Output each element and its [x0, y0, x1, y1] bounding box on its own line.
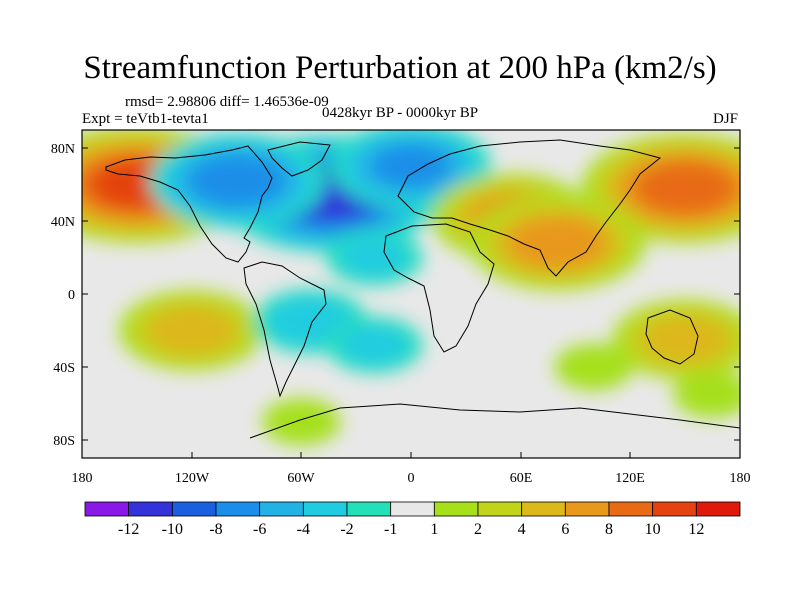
colorbar-swatch-9 — [478, 502, 522, 516]
colorbar-swatch-0 — [85, 502, 129, 516]
colorbar-label-2: -8 — [209, 521, 222, 538]
colorbar-swatch-5 — [303, 502, 347, 516]
anomaly-contour-11-1 — [339, 237, 410, 278]
lat-tick-80n: 80N — [51, 142, 75, 157]
anomaly-contour-1-4 — [634, 161, 735, 215]
colorbar-label-3: -6 — [253, 521, 266, 538]
anomaly-contour-4-3 — [372, 145, 450, 187]
anomaly-contour-10-1 — [339, 325, 410, 366]
colorbar-label-6: -1 — [384, 521, 397, 538]
colorbar-label-0: -12 — [118, 521, 139, 538]
colorbar-label-9: 4 — [518, 521, 526, 538]
lon-tick-120e: 120E — [615, 471, 645, 486]
anomaly-contour-6-3 — [509, 217, 605, 269]
lon-tick-120w: 120W — [175, 471, 210, 486]
lon-tick-180w: 180 — [72, 471, 93, 486]
colorbar-label-5: -2 — [340, 521, 353, 538]
colorbar — [85, 502, 740, 516]
colorbar-label-8: 2 — [474, 521, 482, 538]
colorbar-swatch-7 — [391, 502, 435, 516]
anomaly-contour-14-0 — [262, 398, 341, 445]
colorbar-swatch-8 — [434, 502, 478, 516]
lat-tick-0: 0 — [68, 288, 75, 303]
colorbar-label-7: 1 — [430, 521, 438, 538]
lon-tick-60e: 60E — [510, 471, 533, 486]
colorbar-swatch-1 — [129, 502, 173, 516]
colorbar-label-10: 6 — [561, 521, 569, 538]
lon-tick-0: 0 — [408, 471, 415, 486]
lon-tick-180e: 180 — [730, 471, 751, 486]
anomaly-contour-13-0 — [554, 344, 633, 391]
colorbar-swatch-12 — [609, 502, 653, 516]
colorbar-swatch-3 — [216, 502, 260, 516]
anomaly-contour-7-2 — [146, 305, 238, 355]
colorbar-swatch-4 — [260, 502, 304, 516]
colorbar-swatch-11 — [565, 502, 609, 516]
colorbar-label-4: -4 — [297, 521, 310, 538]
colorbar-label-11: 8 — [605, 521, 613, 538]
lon-tick-60w: 60W — [287, 471, 315, 486]
lat-tick-40s: 40S — [53, 361, 75, 376]
colorbar-label-12: 10 — [645, 521, 661, 538]
colorbar-swatch-2 — [172, 502, 216, 516]
colorbar-label-1: -10 — [162, 521, 183, 538]
colorbar-swatch-13 — [653, 502, 697, 516]
anomaly-contour-8-2 — [639, 314, 731, 364]
map-figure: 80N 40N 0 40S 80S 180 120W 60W 0 60E 120… — [0, 0, 800, 600]
colorbar-labels: -12 -10 -8 -6 -4 -2 -1 1 2 4 6 8 10 12 — [118, 521, 704, 538]
lat-tick-80s: 80S — [53, 434, 75, 449]
colorbar-label-13: 12 — [688, 521, 704, 538]
lat-tick-40n: 40N — [51, 215, 75, 230]
colorbar-swatch-10 — [522, 502, 566, 516]
colorbar-swatch-14 — [696, 502, 740, 516]
colorbar-swatch-6 — [347, 502, 391, 516]
